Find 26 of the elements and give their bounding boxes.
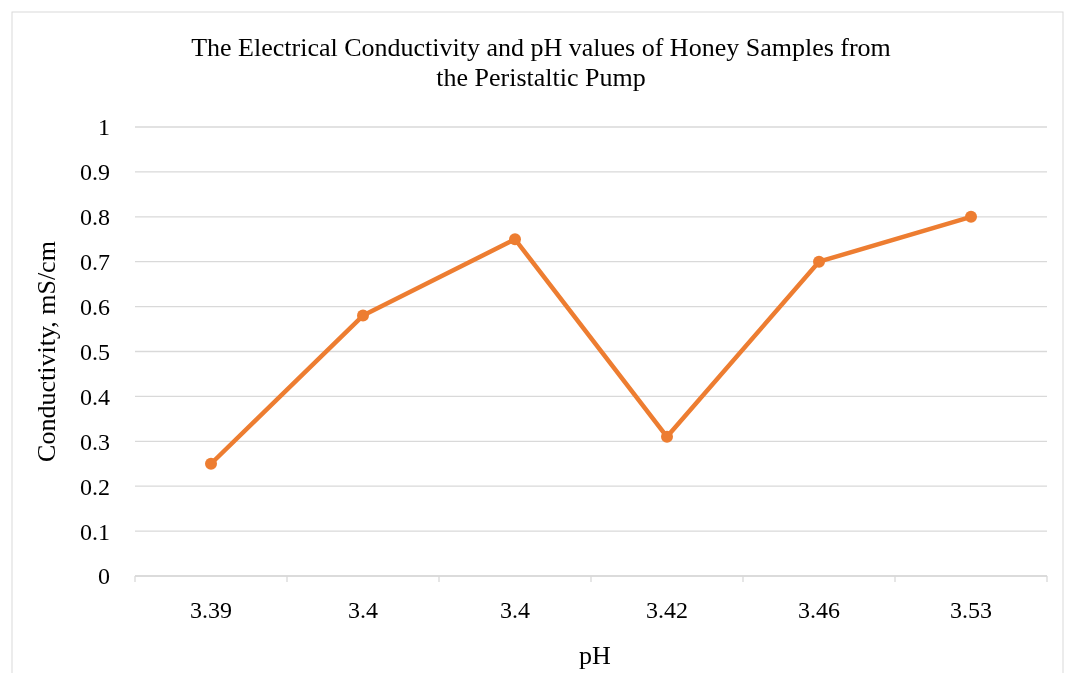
x-tick-label: 3.4 xyxy=(348,597,378,623)
point xyxy=(509,233,521,246)
y-tick-label: 0.3 xyxy=(80,428,110,455)
y-tick-label: 0.6 xyxy=(80,294,110,320)
x-tick-label: 3.39 xyxy=(190,597,232,623)
x-tick-label: 3.4 xyxy=(500,597,530,623)
x-axis-title: pH xyxy=(579,641,612,670)
point xyxy=(661,430,673,443)
point xyxy=(205,457,217,470)
y-tick-label: 0.8 xyxy=(80,204,110,231)
point xyxy=(357,309,369,322)
point xyxy=(813,255,825,268)
y-axis-title: Conductivity, mS/cm xyxy=(32,241,61,462)
chart-title: The Electrical Conductivity and pH values of Honey Samples from the Peristaltic Pump xyxy=(191,33,891,92)
y-tick-label: 1 xyxy=(98,114,110,141)
point xyxy=(965,210,977,223)
x-tick-label: 3.42 xyxy=(646,597,688,623)
x-tick-label: 3.53 xyxy=(950,597,992,623)
y-tick-label: 0 xyxy=(98,563,110,590)
y-tick-label: 0.9 xyxy=(80,159,110,186)
y-tick-label: 0.1 xyxy=(80,518,110,545)
x-tick-label: 3.46 xyxy=(798,597,840,623)
y-tick-label: 0.5 xyxy=(80,338,110,365)
y-tick-label: 0.2 xyxy=(80,473,110,500)
y-tick-label: 0.4 xyxy=(80,383,110,410)
y-tick-label: 0.7 xyxy=(80,249,110,276)
